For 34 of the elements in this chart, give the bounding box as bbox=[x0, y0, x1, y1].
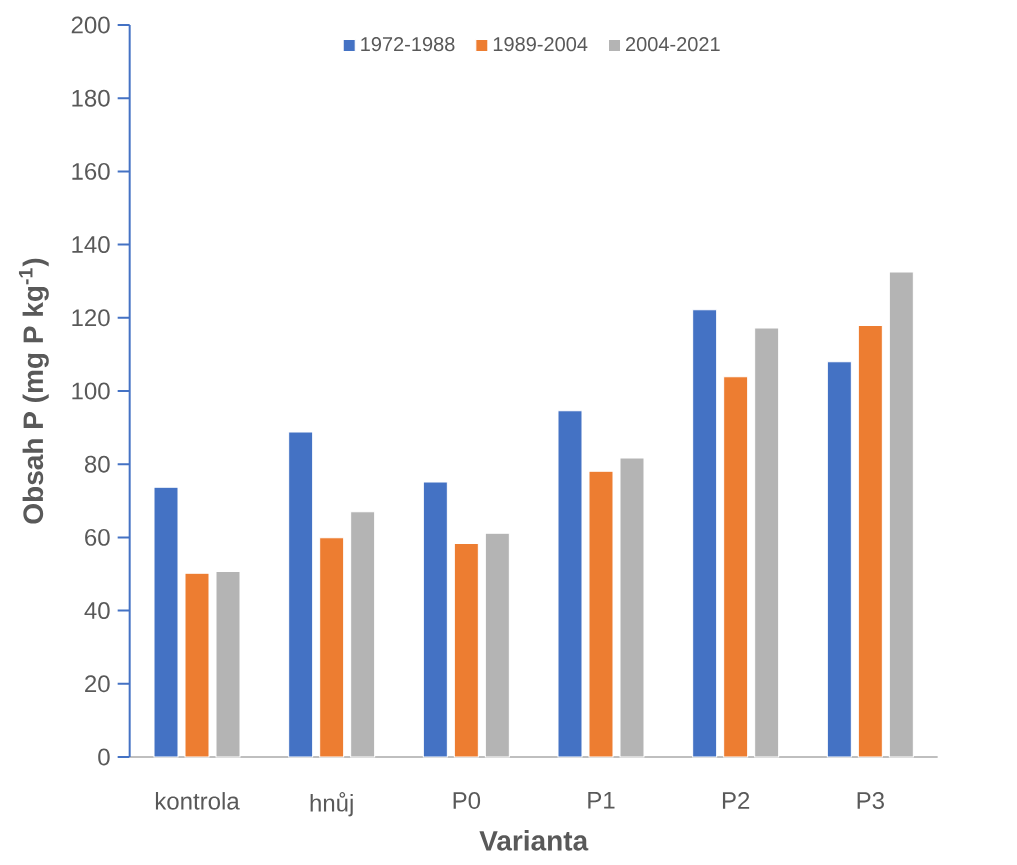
y-tick-label: 180 bbox=[72, 89, 110, 107]
bar bbox=[153, 486, 179, 758]
y-tick-label: 60 bbox=[85, 528, 110, 546]
y-tick-label: 160 bbox=[72, 162, 110, 180]
y-tick-label: 140 bbox=[72, 236, 110, 254]
y-tick-label: 80 bbox=[84, 455, 110, 473]
x-tick-label: P0 bbox=[453, 792, 481, 810]
bar bbox=[857, 324, 883, 758]
x-tick-label: P1 bbox=[588, 792, 615, 809]
x-tick-label: hnůj bbox=[310, 792, 353, 817]
x-tick-label: P2 bbox=[722, 792, 750, 809]
legend-label: 2004-2021 bbox=[625, 37, 720, 52]
bar bbox=[422, 481, 448, 758]
x-axis-title: Varianta bbox=[479, 830, 589, 851]
bar bbox=[288, 431, 314, 758]
bar bbox=[319, 537, 345, 758]
y-tick-label: 0 bbox=[98, 748, 110, 766]
bar bbox=[692, 309, 718, 758]
x-tick-label: kontrola bbox=[155, 792, 240, 810]
bar bbox=[588, 470, 614, 758]
y-axis-title: Obsah P (mg P kg$^{-1}$) bbox=[18, 258, 49, 524]
bar bbox=[453, 543, 479, 758]
y-tick-label: 20 bbox=[85, 675, 110, 693]
bar bbox=[557, 410, 583, 758]
y-tick-label: 120 bbox=[72, 309, 110, 327]
y-tick-label: 40 bbox=[84, 602, 110, 620]
bar bbox=[184, 572, 210, 758]
legend-label: 1972-1988 bbox=[361, 37, 455, 52]
bar bbox=[826, 361, 852, 758]
x-tick-label: P3 bbox=[857, 792, 884, 810]
bar bbox=[723, 376, 749, 758]
y-tick-label: 200 bbox=[71, 16, 110, 34]
legend-label: 1989-2004 bbox=[493, 37, 588, 52]
y-tick-label: 100 bbox=[72, 382, 110, 400]
